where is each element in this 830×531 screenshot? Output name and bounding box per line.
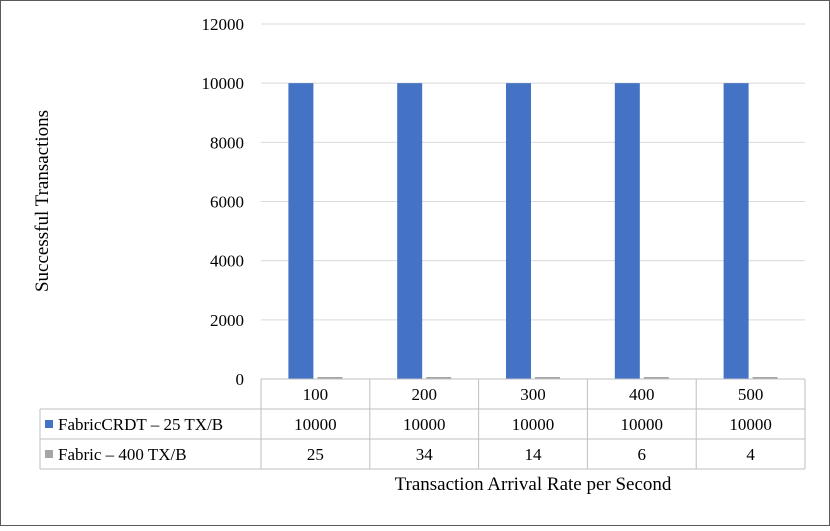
- bar-series-1-400: [614, 83, 640, 380]
- x-tick-label: 500: [738, 385, 764, 404]
- y-tick-label: 8000: [210, 133, 244, 152]
- x-tick-label: 100: [303, 385, 329, 404]
- table-cell-value: 14: [525, 445, 543, 464]
- y-tick-label: 10000: [202, 74, 245, 93]
- y-axis-label: Successful Transactions: [32, 110, 53, 292]
- table-cell-value: 10000: [621, 415, 664, 434]
- table-cell-value: 10000: [512, 415, 555, 434]
- bar-series-2-300: [535, 377, 560, 379]
- bar-series-2-400: [643, 377, 669, 379]
- gridlines: [261, 23, 805, 321]
- bar-series-1-100: [288, 83, 314, 380]
- table-cell-value: 10000: [403, 415, 446, 434]
- y-tick-label: 4000: [210, 252, 244, 271]
- table-cell-value: 25: [307, 445, 324, 464]
- y-tick-label: 2000: [210, 311, 244, 330]
- bar-series-1-300: [506, 83, 531, 380]
- y-tick-label: 12000: [202, 15, 245, 34]
- legend-label: FabricCRDT – 25 TX/B: [58, 415, 223, 434]
- x-tick-label: 300: [520, 385, 546, 404]
- legend-swatch: [45, 420, 53, 428]
- data-table: 100 200 300 400 500 FabricCRDT – 25 TX/B 10000…: [39, 378, 806, 470]
- table-cell-value: 34: [416, 445, 434, 464]
- bar-series-2-500: [752, 377, 778, 379]
- table-cell-value: 6: [638, 445, 647, 464]
- legend-swatch: [45, 450, 53, 458]
- y-tick-label: 6000: [210, 193, 244, 212]
- x-tick-label: 400: [629, 385, 655, 404]
- y-tick-label: 0: [236, 370, 245, 389]
- bar-series-2-100: [317, 377, 343, 379]
- x-tick-label: 200: [411, 385, 437, 404]
- table-cell-value: 4: [746, 445, 755, 464]
- y-axis-ticks: 0 2000 4000 6000 8000 10000 12000: [202, 15, 245, 389]
- table-cell-value: 10000: [729, 415, 772, 434]
- bar-series-1-200: [397, 83, 423, 380]
- table-cell-value: 10000: [294, 415, 337, 434]
- legend-label: Fabric – 400 TX/B: [58, 445, 187, 464]
- bar-series-2-200: [426, 377, 452, 379]
- bars: [288, 83, 778, 380]
- bar-series-1-500: [723, 83, 749, 380]
- x-axis-label: Transaction Arrival Rate per Second: [395, 474, 672, 495]
